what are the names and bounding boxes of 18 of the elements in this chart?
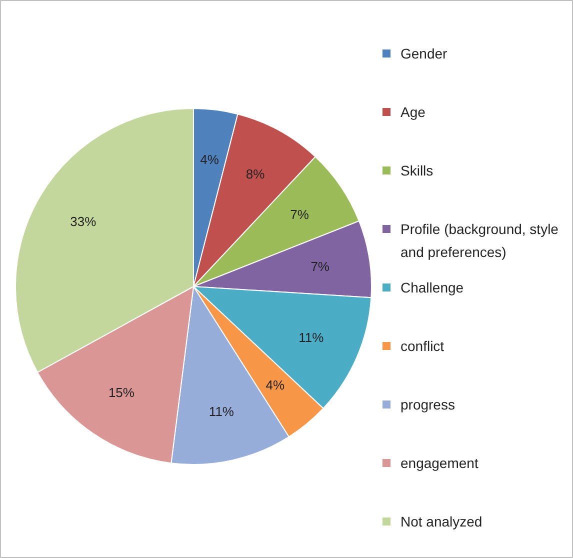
legend-label: Age [400, 104, 426, 120]
legend-label: progress [400, 396, 455, 412]
data-label: 8% [246, 166, 266, 182]
data-label: 4% [200, 152, 220, 167]
data-label: 11% [298, 330, 324, 345]
legend-label: Profile (background, style and preferences) [400, 221, 559, 260]
legend-label: Challenge [400, 280, 464, 296]
legend-label: Not analyzed [400, 514, 482, 530]
legend-label: Skills [400, 162, 434, 178]
legend-label: Gender [400, 46, 448, 62]
data-label: 7% [290, 206, 310, 222]
legend-label: conflict [400, 338, 444, 354]
data-label: 15% [108, 385, 135, 400]
legend-label: engagement [400, 455, 478, 471]
data-label: 33% [70, 214, 97, 229]
data-label: 4% [266, 378, 286, 393]
data-label: 7% [310, 258, 330, 274]
data-label: 11% [208, 404, 234, 420]
